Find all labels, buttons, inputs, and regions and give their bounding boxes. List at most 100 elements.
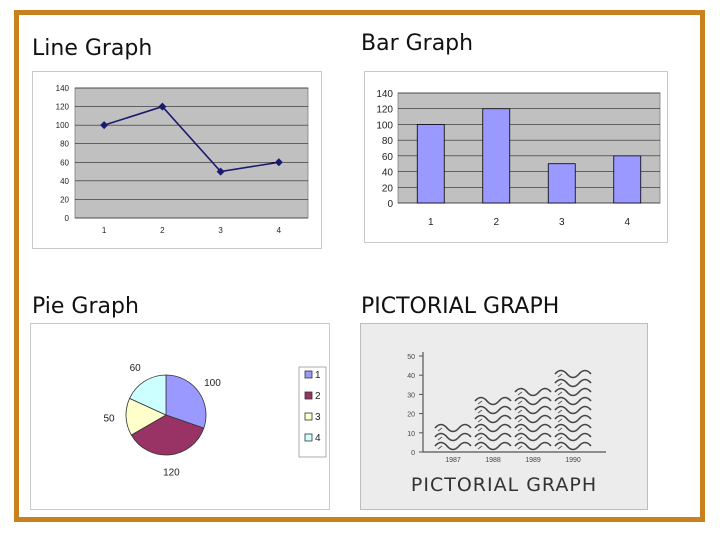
y-tick-label: 100 (56, 121, 70, 130)
pictogram-symbol (474, 441, 512, 451)
legend-label: 3 (315, 412, 321, 423)
legend-label: 4 (315, 433, 321, 444)
pictogram-symbol (554, 369, 592, 379)
pictogram-detail (557, 391, 580, 396)
data-label: 60 (130, 363, 142, 374)
pie-graph-heading: Pie Graph (32, 294, 139, 319)
data-label: 120 (163, 468, 180, 479)
y-tick-label: 50 (407, 354, 415, 361)
y-tick-label: 40 (382, 168, 394, 179)
data-label: 50 (104, 414, 116, 425)
y-tick-label: 140 (56, 84, 70, 93)
pictorial-chart-panel: 0 10 20 30 40 50 1987 1988 1989 1990 PICTORIAL GR… (360, 323, 648, 510)
pictogram-detail (437, 427, 460, 432)
y-tick-label: 0 (65, 214, 70, 223)
data-label: 100 (204, 378, 221, 389)
bar-chart-panel: 0 20 40 60 80 100 120 140 1 2 3 4 (364, 71, 668, 243)
legend-swatch (304, 370, 313, 379)
pie-slice (129, 374, 167, 416)
x-tick-label: 3 (218, 226, 223, 235)
y-tick-label: 60 (60, 158, 69, 167)
pictogram-symbol (474, 423, 512, 433)
pictogram-symbol (434, 423, 472, 433)
pictogram-detail (477, 436, 500, 441)
x-tick-label: 2 (160, 226, 165, 235)
pictogram-detail (517, 418, 540, 423)
pictogram-detail (517, 400, 540, 405)
legend-swatch (304, 412, 313, 421)
y-tick-label: 20 (382, 183, 394, 194)
data-point (216, 167, 225, 176)
x-tick-label: 1 (102, 226, 107, 235)
y-tick-label: 0 (387, 199, 393, 210)
y-tick-label: 30 (407, 392, 415, 399)
y-tick-label: 40 (407, 373, 415, 380)
pictogram-symbol (554, 396, 592, 406)
legend-swatch (304, 433, 313, 442)
plot-area (74, 87, 309, 219)
pictogram-detail (517, 409, 540, 414)
y-tick-label: 60 (382, 152, 394, 163)
pictogram-detail (557, 409, 580, 414)
data-point (158, 102, 167, 111)
pictogram-symbol (474, 405, 512, 415)
pictogram-symbol (514, 405, 552, 415)
legend (298, 366, 327, 458)
pictogram-symbol (514, 441, 552, 451)
bar (482, 108, 511, 204)
line-chart: 0 20 40 60 80 100 120 140 1 2 3 4 (56, 84, 309, 235)
x-tick-label: 1990 (565, 457, 581, 464)
x-tick-label: 4 (624, 217, 630, 228)
pictogram-detail (517, 391, 540, 396)
pictogram-symbol (474, 414, 512, 424)
pictorial-graph-heading: PICTORIAL GRAPH (361, 294, 560, 319)
pictogram-detail (477, 427, 500, 432)
pictogram-symbol (514, 387, 552, 397)
pictogram-symbol (554, 441, 592, 451)
pie-chart-panel: 100 120 50 60 1 2 3 4 (30, 323, 330, 510)
x-tick-label: 2 (493, 217, 499, 228)
pie-slice (165, 374, 207, 429)
pictogram-detail (557, 418, 580, 423)
pictogram-symbol (554, 405, 592, 415)
pictogram-symbol (474, 432, 512, 442)
pictogram-detail (557, 400, 580, 405)
x-tick-label: 1987 (445, 457, 461, 464)
y-tick-label: 120 (56, 103, 70, 112)
y-tick-label: 140 (376, 89, 393, 100)
y-tick-label: 40 (60, 177, 69, 186)
pictogram-detail (557, 445, 580, 450)
pictogram-detail (437, 436, 460, 441)
pictogram-detail (557, 436, 580, 441)
y-tick-label: 0 (411, 450, 415, 457)
x-tick-label: 1 (428, 217, 434, 228)
y-tick-label: 80 (60, 140, 69, 149)
pictogram-detail (437, 445, 460, 450)
bar-graph-heading: Bar Graph (361, 31, 474, 56)
x-tick-label: 4 (277, 226, 282, 235)
x-tick-label: 3 (559, 217, 565, 228)
pictogram-detail (557, 427, 580, 432)
pictogram-symbol (474, 396, 512, 406)
pictogram-detail (517, 427, 540, 432)
pictogram-detail (477, 400, 500, 405)
pie-chart: 100 120 50 60 1 2 3 4 (104, 363, 327, 479)
pictogram-detail (477, 409, 500, 414)
line-chart-panel: 0 20 40 60 80 100 120 140 1 2 3 4 (32, 71, 322, 249)
line-graph-heading: Line Graph (32, 36, 153, 61)
bar (416, 124, 445, 204)
pictorial-caption: PICTORIAL GRAPH (410, 474, 598, 496)
pictogram-detail (557, 373, 580, 378)
bar (613, 155, 642, 204)
legend-label: 2 (315, 391, 321, 402)
pictogram-symbol (554, 423, 592, 433)
pictogram-symbol (554, 387, 592, 397)
pictogram-symbol (554, 432, 592, 442)
y-tick-label: 20 (60, 195, 69, 204)
bar-chart: 0 20 40 60 80 100 120 140 1 2 3 4 (376, 89, 661, 228)
pictogram-symbol (514, 396, 552, 406)
y-tick-label: 80 (382, 136, 394, 147)
series-line (103, 105, 280, 173)
data-point (274, 158, 283, 167)
pictogram-symbol (514, 432, 552, 442)
